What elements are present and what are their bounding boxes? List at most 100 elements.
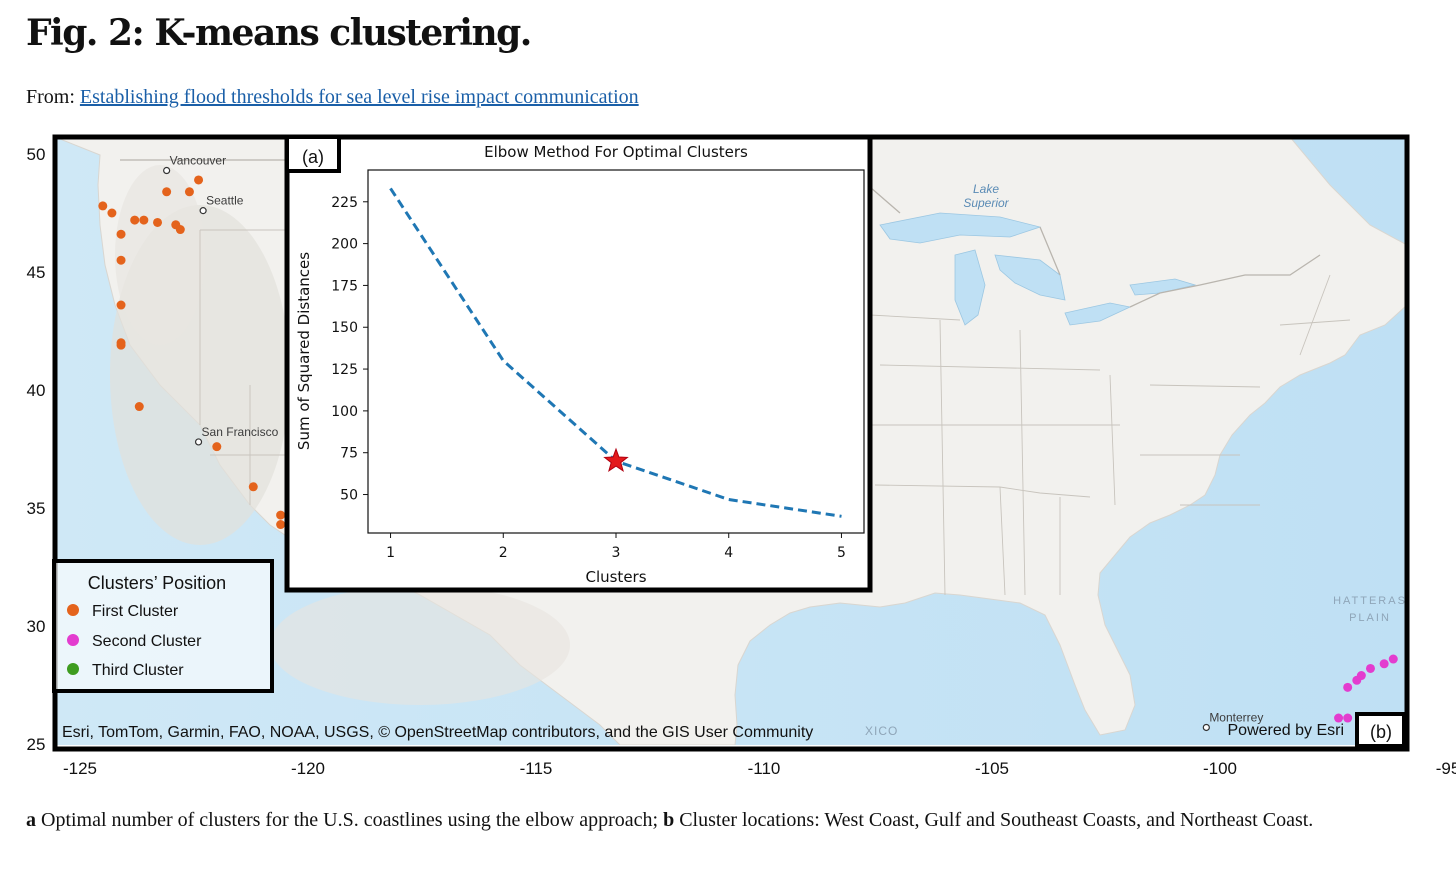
x-tick-label: 5	[837, 545, 846, 561]
cluster-point-first	[130, 215, 140, 225]
city-marker	[163, 166, 171, 175]
city-marker	[1427, 628, 1433, 634]
figure-title: Fig. 2: K-means clustering.	[26, 12, 532, 54]
x-tick-label: 2	[499, 545, 508, 561]
cluster-point-first	[276, 520, 286, 530]
x-axis-label: Clusters	[585, 568, 646, 586]
caption-a-label: a	[26, 809, 36, 831]
legend-marker-third	[67, 663, 79, 675]
from-prefix: From:	[26, 86, 75, 108]
map-x-tick: -100	[1203, 759, 1237, 778]
elbow-chart: (a) Elbow Method For Optimal Clusters Cl…	[284, 134, 873, 593]
cluster-point-second	[1343, 682, 1353, 692]
map-y-tick: 35	[27, 499, 46, 518]
inset-frame	[284, 134, 873, 593]
figure-caption: a Optimal number of clusters for the U.S…	[26, 803, 1426, 838]
cluster-point-first	[134, 402, 144, 412]
map-y-tick: 30	[27, 617, 46, 636]
legend-marker-first	[67, 604, 79, 616]
cluster-point-first	[194, 175, 204, 185]
optimal-k-star-marker	[603, 447, 629, 472]
caption-a-text: Optimal number of clusters for the U.S. …	[41, 809, 659, 831]
cluster-point-first	[175, 225, 185, 235]
city-label: Seattle	[206, 194, 244, 208]
city-label: Monterrey	[1209, 710, 1263, 724]
cluster-point-first	[276, 510, 286, 520]
y-tick-label: 200	[331, 237, 358, 253]
x-tick-label: 1	[386, 545, 395, 561]
city-label: Houston	[1433, 614, 1456, 628]
caption-b-text: Cluster locations: West Coast, Gulf and …	[679, 809, 1314, 831]
map-lake	[994, 254, 1066, 301]
map-legend: Clusters’ Position First Cluster Second …	[52, 559, 274, 693]
city-marker	[194, 438, 203, 446]
city-marker	[1202, 723, 1210, 732]
cluster-point-first	[153, 217, 163, 227]
map-lake	[879, 212, 1042, 244]
y-axis-label: Sum of Squared Distances	[295, 252, 313, 450]
caption-b-label: b	[663, 809, 675, 831]
map-attribution: Esri, TomTom, Garmin, FAO, NOAA, USGS, ©…	[62, 724, 813, 741]
map-x-tick: -125	[63, 759, 97, 778]
water-label: Superior	[963, 196, 1009, 210]
source-line: From: Establishing flood thresholds for …	[26, 86, 639, 109]
water-label: Lake	[973, 182, 999, 196]
map-y-tick: 25	[27, 735, 46, 754]
water-label: HATTERAS	[1333, 595, 1407, 607]
city-label: San Francisco	[202, 425, 279, 439]
map-lake	[954, 249, 986, 326]
water-label: XICO	[865, 724, 898, 738]
city-marker	[199, 207, 207, 215]
water-label: PLAIN	[1349, 612, 1391, 624]
map-y-tick: 50	[27, 145, 46, 164]
map-lake	[1064, 302, 1132, 326]
map-x-tick: -120	[291, 759, 325, 778]
y-tick-label: 75	[340, 446, 358, 462]
y-tick-label: 225	[331, 195, 358, 211]
cluster-point-first	[162, 187, 172, 197]
map-border	[120, 159, 1321, 308]
legend-title: Clusters’ Position	[88, 573, 226, 593]
cluster-point-first	[212, 442, 222, 452]
x-tick-label: 3	[612, 545, 621, 561]
cluster-point-first	[116, 340, 126, 350]
legend-label-second: Second Cluster	[92, 633, 202, 650]
cluster-point-second	[1343, 713, 1353, 723]
map-state-borders	[199, 229, 1351, 596]
map-relief	[270, 585, 570, 705]
map-x-tick: -115	[520, 759, 553, 778]
map-x-tick: -95	[1436, 759, 1456, 778]
cluster-point-second	[1379, 659, 1389, 669]
cluster-point-second	[1416, 650, 1425, 659]
cluster-point-first	[139, 215, 149, 225]
cluster-point-second	[1448, 640, 1456, 649]
y-tick-label: 100	[331, 404, 358, 420]
cluster-point-first	[107, 208, 117, 218]
cluster-point-first	[116, 255, 126, 265]
panel-b-box	[1355, 712, 1406, 748]
map-x-tick: -105	[975, 759, 1009, 778]
map-axis-ticks: -125-120-115-110-105-100-95-90-85-80-75-…	[27, 145, 1456, 778]
x-tick-label: 4	[724, 545, 733, 561]
cluster-point-second	[1365, 663, 1375, 673]
legend-label-first: First Cluster	[92, 603, 179, 620]
chart-title: Elbow Method For Optimal Clusters	[484, 143, 748, 161]
cluster-point-first	[248, 482, 258, 492]
map-x-tick: -110	[748, 759, 781, 778]
article-link[interactable]: Establishing flood thresholds for sea le…	[79, 86, 639, 108]
cluster-point-first	[98, 201, 108, 211]
figure-panel: Lake Superior HATTERAS PLAIN XICO Vancou…	[27, 134, 1456, 778]
y-tick-label: 50	[340, 488, 358, 504]
legend-marker-second	[67, 634, 79, 646]
esri-credit[interactable]: Powered by Esri	[1228, 722, 1345, 739]
cluster-point-first	[184, 187, 194, 197]
y-tick-label: 175	[331, 278, 358, 294]
y-tick-label: 125	[331, 362, 358, 378]
map-relief	[115, 165, 205, 345]
cluster-point-second	[1356, 671, 1366, 681]
panel-a-box	[285, 135, 341, 173]
cluster-point-first	[116, 229, 126, 239]
cluster-point-second	[1388, 654, 1398, 664]
chart-ticks: 1 2 3 4 5 50 75 100 125 150 175 200 225	[331, 195, 846, 561]
cluster-point-second	[1434, 645, 1443, 654]
